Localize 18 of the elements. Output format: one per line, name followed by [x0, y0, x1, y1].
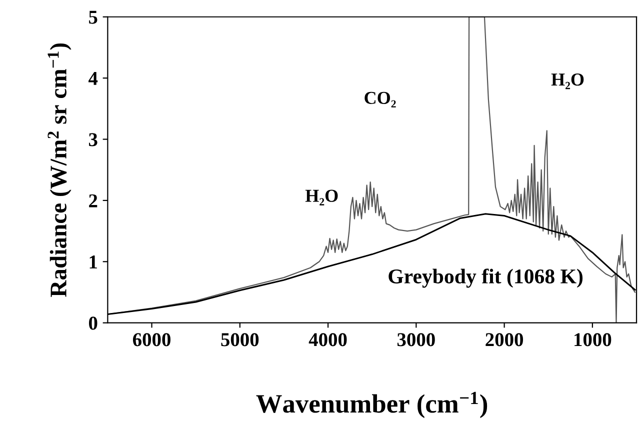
series-label: Greybody fit (1068 K)	[388, 268, 583, 288]
x-tick-label: 2000	[486, 333, 524, 346]
y-axis-title: Radiance (W/m$^{2}$ sr cm$^{−1}$)	[48, 43, 72, 297]
annotation: CO₂	[364, 92, 396, 108]
x-tick-label: 3000	[397, 333, 435, 346]
y-tick-label: 0	[88, 316, 98, 330]
x-axis-title: Wavenumber (cm$^{−1}$)	[256, 392, 488, 418]
annotation: H₂O	[305, 190, 338, 206]
annotation: H₂O	[551, 74, 584, 90]
y-tick-label: 4	[88, 72, 98, 85]
y-tick-label: 5	[89, 10, 98, 24]
x-tick-label: 1000	[574, 333, 612, 346]
x-tick-label: 6000	[132, 333, 170, 346]
y-tick-label: 1	[90, 256, 97, 268]
x-tick-label: 4000	[308, 333, 347, 346]
y-tick-label: 3	[88, 133, 98, 146]
y-tick-label: 2	[89, 194, 98, 208]
x-tick-label: 5000	[221, 333, 259, 346]
